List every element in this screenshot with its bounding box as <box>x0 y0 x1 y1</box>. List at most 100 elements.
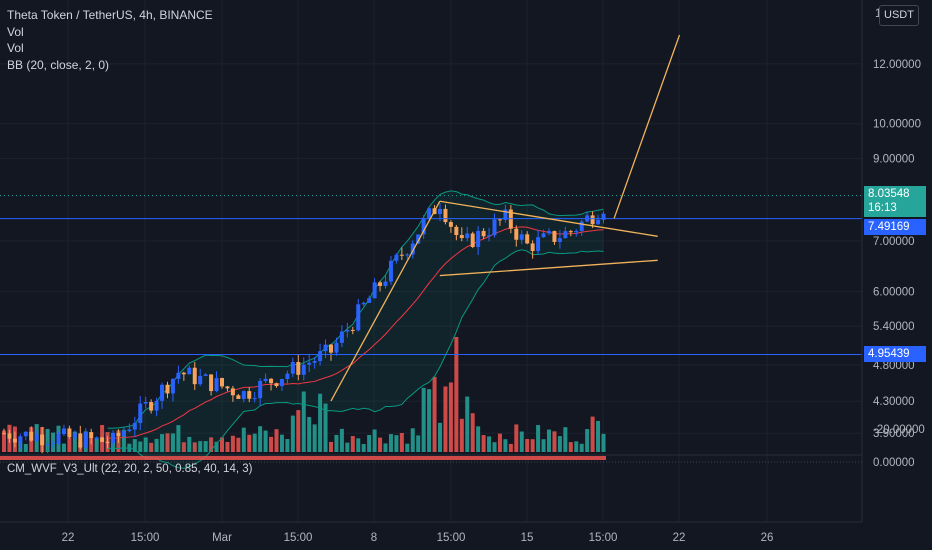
volume-bar-33 <box>181 442 186 452</box>
currency-button[interactable]: USDT <box>879 5 919 26</box>
candle-body-76 <box>416 234 421 244</box>
volume-bar-77 <box>421 387 426 452</box>
symbol-title[interactable]: Theta Token / TetherUS, 4h, BINANCE <box>7 8 213 22</box>
volume-bar-61 <box>334 434 339 452</box>
price-tick-1: 10.00000 <box>873 119 921 131</box>
candle-body-94 <box>514 228 519 240</box>
candle-body-78 <box>427 208 432 219</box>
volume-bar-50 <box>274 429 279 452</box>
trendlines[interactable] <box>330 34 681 402</box>
bb-lower <box>107 249 604 469</box>
level-low-value: 4.95439 <box>868 348 910 360</box>
volume-bar-12 <box>67 437 72 452</box>
time-tick-4: 8 <box>371 532 377 544</box>
volume-bar-93 <box>508 443 513 452</box>
volume-bar-49 <box>269 436 274 452</box>
candle-body-89 <box>487 235 492 237</box>
volume-bar-34 <box>187 436 192 452</box>
volume-bar-31 <box>170 433 175 452</box>
volume-bar-59 <box>323 403 328 452</box>
chart-legend: Theta Token / TetherUS, 4h, BINANCE Vol … <box>7 7 213 73</box>
volume-bar-35 <box>192 442 197 452</box>
volume-bar-53 <box>290 415 295 452</box>
bollinger-bands <box>107 190 604 469</box>
volume-bar-52 <box>285 438 290 452</box>
candle-body-12 <box>67 428 72 438</box>
volume-bar-97 <box>530 439 535 452</box>
candle-body-98 <box>536 237 541 252</box>
volume-bar-84 <box>459 418 464 452</box>
candle-body-101 <box>552 231 557 242</box>
candle-body-41 <box>225 386 230 389</box>
volume-bar-110 <box>601 433 606 452</box>
candle-body-19 <box>105 441 110 444</box>
volume-bar-13 <box>72 431 77 452</box>
candle-body-102 <box>557 238 562 242</box>
candle-body-105 <box>574 230 579 233</box>
volume-bar-83 <box>454 337 459 452</box>
candle-body-36 <box>198 375 203 385</box>
price-tick-2: 9.00000 <box>873 153 915 165</box>
candle-body-96 <box>525 234 530 244</box>
volume-bar-30 <box>165 433 170 452</box>
candle-body-38 <box>209 374 214 392</box>
indicator-vol-1[interactable]: Vol <box>7 24 24 39</box>
volume-bar-107 <box>585 429 590 452</box>
candle-body-65 <box>356 304 361 331</box>
volume-bar-67 <box>367 434 372 452</box>
price-tick-5: 5.40000 <box>873 321 915 333</box>
candle-body-7 <box>40 434 45 446</box>
wvf-signal-strip <box>0 456 606 460</box>
candle-body-9 <box>51 443 56 445</box>
candle-body-21 <box>116 432 121 437</box>
candle-body-30 <box>165 384 170 394</box>
oscillator-legend[interactable]: CM_WVF_V3_Ult (22, 20, 2, 50, 0.85, 40, … <box>7 463 253 475</box>
bb-upper <box>107 190 604 429</box>
candle-body-95 <box>519 234 524 240</box>
candle-body-92 <box>503 209 508 220</box>
volume-bar-55 <box>301 391 306 452</box>
volume-bar-72 <box>394 435 399 452</box>
volume-bar-102 <box>557 436 562 452</box>
volume-bar-92 <box>503 439 508 452</box>
indicator-bb[interactable]: BB (20, close, 2, 0) <box>7 57 110 72</box>
candle-body-81 <box>443 208 448 223</box>
candle-body-11 <box>61 428 66 435</box>
candle-body-31 <box>170 378 175 394</box>
candle-body-57 <box>312 361 317 363</box>
indicator-vol-2[interactable]: Vol <box>7 41 24 55</box>
candle-body-17 <box>94 437 99 439</box>
volume-bar-42 <box>230 435 235 452</box>
candle-body-10 <box>56 434 61 444</box>
candle-body-5 <box>29 431 34 441</box>
volume-bar-32 <box>176 425 181 452</box>
candle-body-75 <box>410 243 415 255</box>
volume-bar-98 <box>536 425 541 452</box>
candle-body-56 <box>307 362 312 365</box>
candle-body-49 <box>269 378 274 384</box>
candle-body-66 <box>361 302 366 305</box>
candle-body-68 <box>372 282 377 299</box>
candle-body-110 <box>601 213 606 220</box>
volume-bar-66 <box>361 443 366 452</box>
candle-body-3 <box>18 436 23 443</box>
volume-bar-36 <box>198 441 203 452</box>
volume-bar-48 <box>263 430 268 452</box>
volume-bar-57 <box>312 424 317 452</box>
candle-body-29 <box>160 384 165 401</box>
volume-bar-0 <box>2 430 6 452</box>
candle-body-109 <box>596 219 601 225</box>
countdown-value: 16:13 <box>868 202 897 214</box>
volume-bar-104 <box>568 442 573 452</box>
last-price-value: 8.03548 <box>868 188 910 200</box>
volume-bar-96 <box>525 439 530 452</box>
candle-body-20 <box>111 432 115 444</box>
candle-body-85 <box>465 233 470 239</box>
level-high-value: 7.49169 <box>868 221 910 233</box>
volume-bar-88 <box>481 435 486 452</box>
volume-bar-99 <box>541 439 546 452</box>
level-high-tag: 7.49169 <box>864 219 926 235</box>
candle-body-26 <box>143 402 148 404</box>
candle-body-82 <box>448 222 453 227</box>
